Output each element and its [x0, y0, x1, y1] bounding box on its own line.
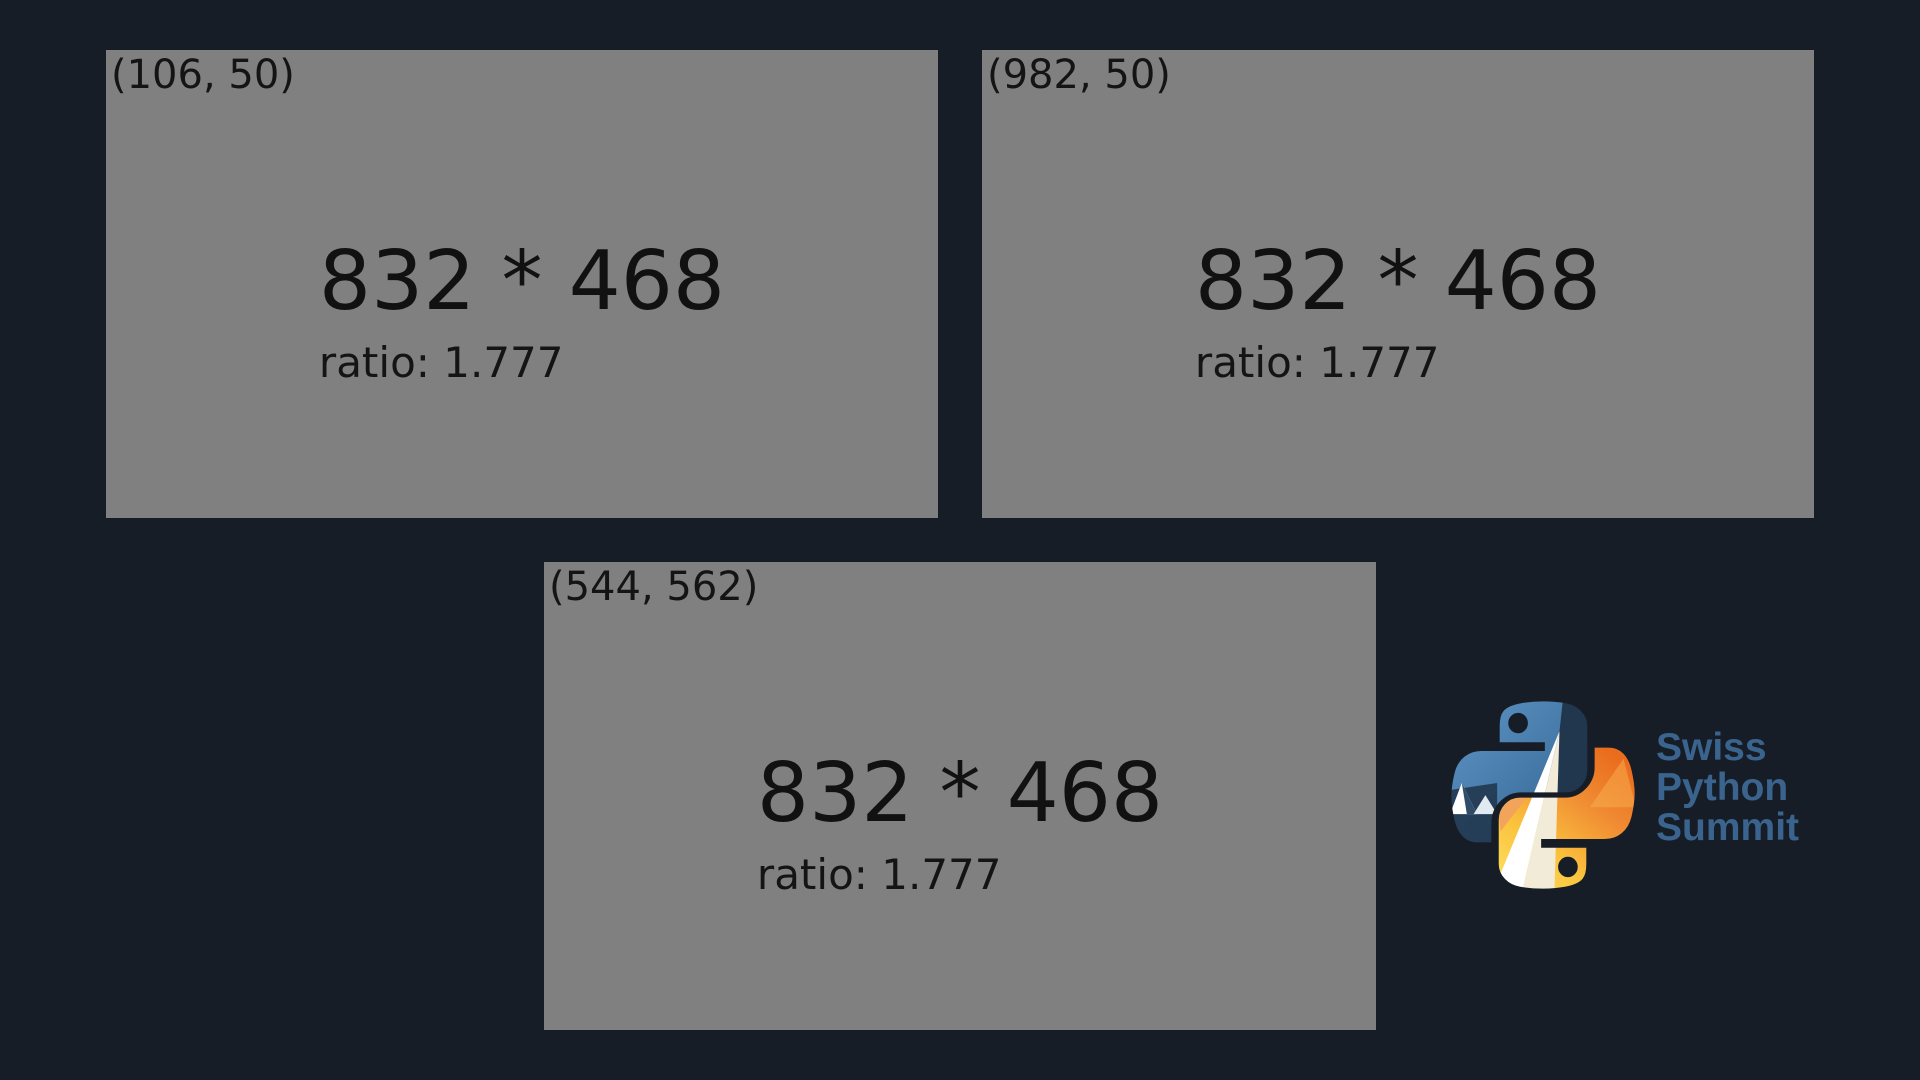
- placeholder-box-2: (982, 50) 832 * 468 ratio: 1.777: [982, 50, 1814, 518]
- box-size-label: 832 * 468: [1194, 234, 1602, 329]
- python-mountain-icon: [1450, 700, 1636, 890]
- placeholder-box-3: (544, 562) 832 * 468 ratio: 1.777: [544, 562, 1376, 1030]
- box-text-block: 832 * 468 ratio: 1.777: [757, 753, 1163, 896]
- box-position-label: (544, 562): [549, 564, 759, 610]
- box-size-label: 832 * 468: [318, 234, 726, 329]
- box-ratio-label: ratio: 1.777: [756, 850, 1002, 899]
- logo-wordmark: Swiss Python Summit: [1656, 728, 1799, 848]
- logo-text-line: Summit: [1656, 806, 1800, 849]
- logo-text-line: Python: [1656, 766, 1789, 809]
- box-text-block: 832 * 468 ratio: 1.777: [1195, 241, 1601, 384]
- box-position-label: (982, 50): [987, 52, 1171, 98]
- box-text-block: 832 * 468 ratio: 1.777: [319, 241, 725, 384]
- box-position-label: (106, 50): [111, 52, 295, 98]
- placeholder-box-1: (106, 50) 832 * 468 ratio: 1.777: [106, 50, 938, 518]
- swiss-python-summit-logo: Swiss Python Summit: [1450, 700, 1799, 890]
- box-ratio-label: ratio: 1.777: [1194, 338, 1440, 387]
- logo-text-line: Swiss: [1656, 726, 1767, 769]
- box-ratio-label: ratio: 1.777: [318, 338, 564, 387]
- box-size-label: 832 * 468: [756, 746, 1164, 841]
